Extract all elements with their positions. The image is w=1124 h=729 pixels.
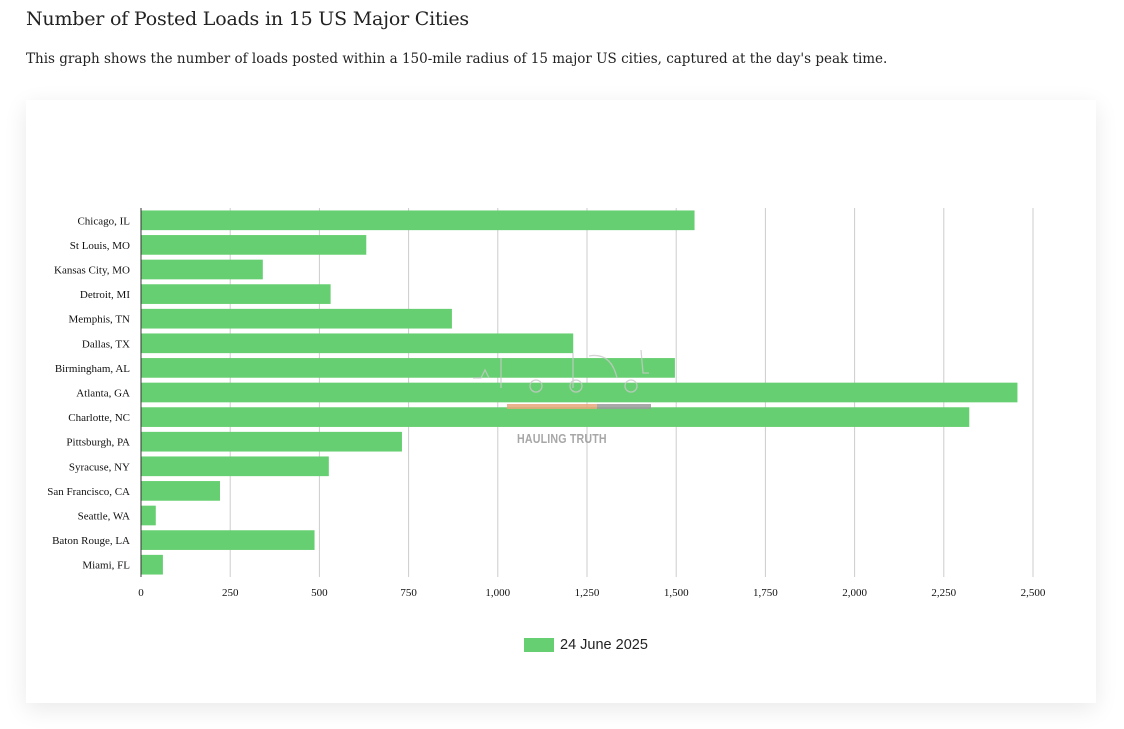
category-label: Detroit, MI xyxy=(80,289,130,301)
bar-chart: Chicago, IL St Louis, MO Kansas City, MO De… xyxy=(47,208,1046,599)
x-tick-label: 0 xyxy=(138,587,144,599)
category-label: Dallas, TX xyxy=(82,338,130,350)
bar[interactable] xyxy=(141,259,263,280)
legend-swatch xyxy=(524,638,554,652)
x-tick-label: 1,500 xyxy=(664,587,689,599)
bar[interactable] xyxy=(141,431,402,452)
category-label: San Francisco, CA xyxy=(47,486,130,498)
bar[interactable] xyxy=(141,481,220,501)
category-label: Pittsburgh, PA xyxy=(66,437,130,449)
page-title: Number of Posted Loads in 15 US Major Ci… xyxy=(26,8,469,30)
x-tick-labels: 0 250 500 750 1,000 1,250 1,500 1,750 2,000 2,250… xyxy=(138,587,1046,599)
x-tick-label: 2,250 xyxy=(931,587,956,599)
category-label: Miami, FL xyxy=(82,560,130,572)
bar[interactable] xyxy=(141,382,1018,403)
category-label: Charlotte, NC xyxy=(68,412,130,424)
x-tick-label: 1,750 xyxy=(753,587,778,599)
category-label: Birmingham, AL xyxy=(55,363,130,375)
chart-card: Chicago, IL St Louis, MO Kansas City, MO De… xyxy=(26,100,1096,703)
legend[interactable]: 24 June 2025 xyxy=(524,637,648,653)
bar[interactable] xyxy=(141,235,367,255)
x-tick-label: 750 xyxy=(400,587,417,599)
x-tick-label: 2,000 xyxy=(842,587,867,599)
bar[interactable] xyxy=(141,358,675,378)
x-tick-label: 1,250 xyxy=(575,587,600,599)
bar[interactable] xyxy=(141,333,574,354)
category-label: Seattle, WA xyxy=(78,511,130,523)
bar[interactable] xyxy=(141,407,970,427)
bar[interactable] xyxy=(141,456,329,477)
bar[interactable] xyxy=(141,505,156,526)
category-label: Baton Rouge, LA xyxy=(52,535,130,547)
x-tick-label: 500 xyxy=(311,587,328,599)
category-label: Atlanta, GA xyxy=(76,388,130,400)
bars-layer xyxy=(141,210,1018,575)
page-description: This graph shows the number of loads pos… xyxy=(26,51,888,67)
bar[interactable] xyxy=(141,210,695,231)
category-label: St Louis, MO xyxy=(70,240,130,252)
x-tick-label: 2,500 xyxy=(1021,587,1046,599)
category-label: Syracuse, NY xyxy=(69,461,130,473)
x-tick-label: 250 xyxy=(222,587,239,599)
x-tick-label: 1,000 xyxy=(485,587,510,599)
bar[interactable] xyxy=(141,284,331,304)
category-labels: Chicago, IL St Louis, MO Kansas City, MO De… xyxy=(47,215,130,571)
bar[interactable] xyxy=(141,308,452,329)
legend-label: 24 June 2025 xyxy=(560,637,648,653)
category-label: Memphis, TN xyxy=(68,314,130,326)
category-label: Kansas City, MO xyxy=(54,265,130,277)
bar[interactable] xyxy=(141,530,315,550)
category-label: Chicago, IL xyxy=(77,215,130,227)
bar[interactable] xyxy=(141,554,163,575)
